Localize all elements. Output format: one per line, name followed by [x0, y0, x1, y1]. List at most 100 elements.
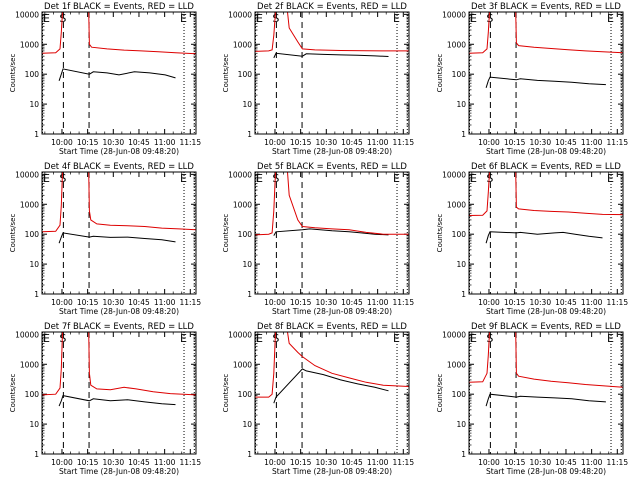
marker-e-left: E — [256, 332, 263, 345]
x-tick-label: 11:15 — [606, 298, 628, 307]
x-tick-label: 10:00 — [264, 298, 286, 307]
detector-panel-5: Det 5f BLACK = Events, RED = LLD 1 10 100 10… — [222, 162, 414, 316]
y-tick-label: 10000 — [15, 330, 39, 339]
x-tick-label: 10:15 — [77, 458, 99, 467]
y-tick-label: 10000 — [228, 170, 252, 179]
x-tick-label: 10:45 — [128, 458, 150, 467]
x-tick-label: 11:00 — [367, 458, 389, 467]
plot-frame — [41, 171, 197, 295]
y-tick-label: 100 — [238, 390, 253, 399]
marker-e-left: E — [43, 172, 50, 185]
marker-e-left: E — [256, 12, 263, 25]
x-tick-label: 11:15 — [179, 138, 201, 147]
x-tick-label: 10:30 — [315, 138, 337, 147]
x-tick-label: 10:45 — [555, 458, 577, 467]
marker-s: S — [272, 12, 279, 25]
marker-e-left: E — [43, 12, 50, 25]
x-tick-label: 10:15 — [290, 298, 312, 307]
marker-e-left: E — [256, 172, 263, 185]
y-tick-label: 1000 — [20, 360, 39, 369]
marker-s: S — [272, 172, 279, 185]
marker-e-right: E — [607, 172, 614, 185]
plot-frame — [41, 331, 197, 455]
y-tick-label: 10 — [456, 260, 466, 269]
panel-title: Det 2f BLACK = Events, RED = LLD — [257, 2, 407, 12]
plot-frame — [468, 171, 624, 295]
detector-panel-7: Det 7f BLACK = Events, RED = LLD 1 10 100 10… — [9, 322, 201, 476]
plot-frame — [254, 11, 410, 135]
y-tick-label: 1 — [247, 450, 252, 459]
events-series-line — [273, 52, 389, 59]
x-tick-label: 10:45 — [341, 458, 363, 467]
marker-e-right: E — [393, 332, 400, 345]
y-tick-label: 10000 — [442, 10, 466, 19]
events-series-line — [58, 395, 176, 407]
marker-s: S — [272, 332, 279, 345]
marker-e-left: E — [43, 332, 50, 345]
x-tick-label: 11:00 — [581, 138, 603, 147]
y-tick-label: 1 — [247, 130, 252, 139]
panel-title: Det 1f BLACK = Events, RED = LLD — [44, 2, 194, 12]
y-tick-label: 10 — [29, 420, 39, 429]
x-axis-label: Start Time (28-Jun-08 09:48:20) — [486, 147, 606, 156]
marker-s: S — [59, 12, 66, 25]
y-axis-label: Counts/sec — [436, 374, 444, 413]
x-tick-label: 10:30 — [529, 298, 551, 307]
detector-panel-1: Det 1f BLACK = Events, RED = LLD 1 10 100 10… — [9, 2, 201, 156]
x-tick-label: 11:00 — [154, 138, 176, 147]
y-tick-label: 1000 — [20, 200, 39, 209]
x-tick-label: 10:00 — [478, 298, 500, 307]
x-tick-label: 11:15 — [392, 298, 414, 307]
x-tick-label: 10:00 — [51, 138, 73, 147]
x-tick-label: 10:15 — [77, 138, 99, 147]
x-axis-label: Start Time (28-Jun-08 09:48:20) — [59, 307, 179, 316]
y-tick-label: 1 — [461, 130, 466, 139]
events-series-line — [58, 68, 176, 81]
x-tick-label: 11:15 — [179, 458, 201, 467]
x-tick-label: 10:15 — [290, 138, 312, 147]
marker-e-right: E — [180, 172, 187, 185]
y-tick-label: 1000 — [447, 40, 466, 49]
x-tick-label: 10:15 — [504, 458, 526, 467]
y-tick-label: 10000 — [15, 170, 39, 179]
y-axis-label: Counts/sec — [9, 214, 17, 253]
y-tick-label: 100 — [452, 70, 467, 79]
marker-e-left: E — [470, 12, 477, 25]
lld-series-line — [468, 171, 624, 216]
x-tick-label: 10:45 — [341, 138, 363, 147]
plot-frame — [254, 171, 410, 295]
marker-s: S — [486, 12, 493, 25]
x-axis-label: Start Time (28-Jun-08 09:48:20) — [272, 467, 392, 476]
x-tick-label: 11:00 — [154, 458, 176, 467]
marker-e-right: E — [393, 12, 400, 25]
plot-frame — [41, 11, 197, 135]
lld-series-line — [468, 11, 624, 54]
panel-title: Det 7f BLACK = Events, RED = LLD — [44, 322, 194, 332]
x-tick-label: 10:30 — [102, 298, 124, 307]
y-tick-label: 100 — [25, 70, 40, 79]
x-tick-label: 11:00 — [367, 138, 389, 147]
y-tick-label: 10 — [242, 260, 252, 269]
y-axis-label: Counts/sec — [222, 374, 230, 413]
y-axis-label: Counts/sec — [436, 214, 444, 253]
panel-title: Det 3f BLACK = Events, RED = LLD — [471, 2, 621, 12]
marker-e-right: E — [393, 172, 400, 185]
marker-s: S — [486, 172, 493, 185]
y-tick-label: 1 — [34, 290, 39, 299]
x-tick-label: 11:00 — [367, 298, 389, 307]
x-tick-label: 10:45 — [128, 298, 150, 307]
x-axis-label: Start Time (28-Jun-08 09:48:20) — [486, 307, 606, 316]
x-tick-label: 11:00 — [154, 298, 176, 307]
panel-title: Det 4f BLACK = Events, RED = LLD — [44, 162, 194, 172]
y-tick-label: 10 — [242, 420, 252, 429]
marker-e-left: E — [470, 332, 477, 345]
x-tick-label: 11:00 — [581, 298, 603, 307]
y-axis-label: Counts/sec — [222, 54, 230, 93]
y-tick-label: 100 — [452, 390, 467, 399]
x-axis-label: Start Time (28-Jun-08 09:48:20) — [59, 147, 179, 156]
x-tick-label: 10:00 — [51, 458, 73, 467]
y-axis-label: Counts/sec — [9, 54, 17, 93]
detector-panel-3: Det 3f BLACK = Events, RED = LLD 1 10 100 10… — [436, 2, 628, 156]
lld-series-line — [41, 331, 197, 396]
